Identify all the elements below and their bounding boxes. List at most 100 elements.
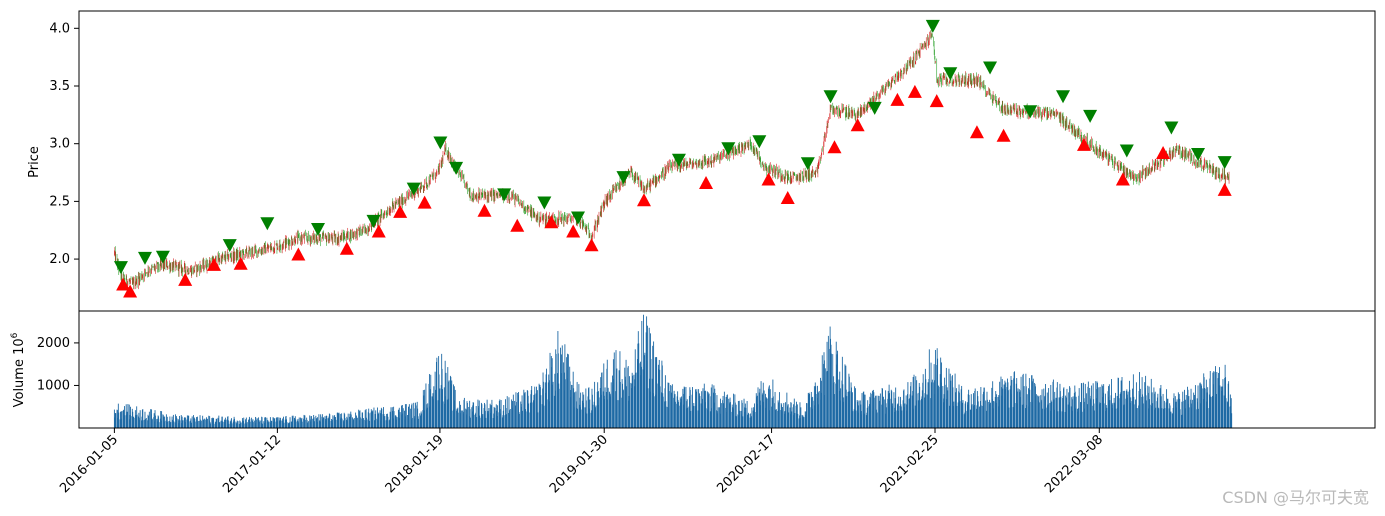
volume-bar: [218, 415, 220, 428]
sell-signal-marker: [222, 239, 237, 253]
volume-bar: [188, 421, 190, 428]
volume-bar: [503, 415, 505, 428]
volume-bar: [1161, 408, 1163, 428]
volume-bar: [1106, 407, 1108, 428]
volume-bar: [879, 393, 881, 428]
buy-signal-marker: [544, 215, 559, 229]
volume-bar: [265, 417, 267, 428]
sell-signal-marker: [925, 19, 940, 33]
volume-bar: [959, 401, 961, 428]
volume-bar: [687, 407, 689, 428]
volume-bar: [372, 410, 374, 428]
volume-bar: [500, 400, 502, 428]
volume-bar: [953, 401, 955, 428]
volume-bar: [580, 392, 582, 428]
sell-signal-marker: [311, 223, 326, 236]
volume-bar: [1075, 396, 1077, 428]
volume-bar: [1063, 387, 1065, 428]
volume-bar: [830, 353, 832, 428]
volume-bar: [139, 410, 141, 428]
volume-bar: [1230, 398, 1232, 428]
volume-y-tick-label: 2000: [37, 336, 70, 351]
volume-bar: [210, 423, 211, 428]
volume-bar: [194, 421, 196, 428]
volume-bar: [968, 394, 970, 428]
volume-bar: [413, 402, 415, 428]
volume-bar: [815, 393, 817, 428]
volume-bar: [543, 405, 545, 428]
volume-bar: [1213, 371, 1215, 428]
volume-bar: [736, 416, 738, 428]
x-tick-label: 2017-01-12: [220, 432, 284, 496]
volume-y-tick-label: 1000: [37, 378, 70, 393]
volume-bar: [1198, 408, 1199, 428]
volume-label-exponent-base: 10: [12, 338, 27, 355]
volume-bar: [219, 422, 221, 428]
volume-bar: [1118, 398, 1120, 428]
volume-bar: [133, 417, 135, 428]
volume-bar: [476, 417, 478, 428]
volume-bar: [928, 349, 930, 428]
volume-bar: [867, 406, 869, 428]
volume-bar: [641, 320, 643, 428]
volume-bar: [574, 392, 575, 428]
volume-bar: [200, 420, 202, 428]
volume-bar: [225, 419, 227, 428]
volume-bar: [665, 406, 667, 428]
volume-bar: [791, 411, 793, 428]
volume-bar: [653, 396, 655, 428]
volume-bar: [774, 391, 776, 428]
price-y-tick-label: 2.5: [49, 194, 70, 209]
volume-bar: [588, 387, 590, 428]
volume-bar: [311, 416, 312, 428]
price-y-tick-label: 3.0: [49, 137, 70, 152]
volume-bar: [314, 421, 315, 428]
sell-signal-marker: [867, 101, 882, 115]
volume-bar: [689, 389, 691, 428]
volume-bar: [821, 355, 823, 428]
volume-bar: [730, 402, 731, 428]
volume-bar: [445, 372, 447, 428]
volume-bar: [479, 415, 481, 428]
volume-bar: [1081, 383, 1083, 428]
volume-bar: [176, 418, 178, 428]
volume-bar: [482, 414, 484, 428]
volume-bar: [659, 386, 661, 428]
volume-bar: [876, 395, 878, 428]
volume-bar: [996, 394, 998, 428]
volume-bar: [1087, 381, 1089, 428]
volume-bar: [1090, 385, 1092, 428]
volume-bar: [1035, 394, 1037, 428]
volume-bar: [788, 412, 790, 428]
volume-bar: [173, 421, 175, 428]
buy-signal-marker: [969, 125, 984, 139]
volume-bar: [947, 390, 949, 428]
buy-signal-marker: [233, 256, 248, 270]
volume-bar: [1228, 381, 1230, 428]
volume-bar: [895, 387, 897, 428]
volume-bar: [864, 394, 866, 428]
volume-bar: [1228, 406, 1230, 428]
volume-bar: [387, 416, 389, 428]
volume-bar: [283, 422, 285, 428]
volume-bar: [705, 408, 707, 428]
volume-bar: [115, 413, 117, 428]
volume-bar: [889, 393, 890, 428]
volume-bar: [341, 418, 343, 428]
volume-bar: [760, 381, 762, 428]
volume-bar: [627, 366, 629, 428]
volume-bar: [803, 417, 805, 428]
volume-bar: [1210, 396, 1212, 428]
volume-bar: [164, 416, 166, 428]
volume-bar: [373, 407, 375, 428]
volume-bar: [1164, 408, 1166, 428]
volume-bar: [809, 407, 811, 428]
volume-bar: [123, 409, 125, 428]
volume-bar: [873, 397, 875, 428]
volume-bar: [1231, 413, 1233, 428]
sell-signal-marker: [943, 67, 958, 81]
volume-bar: [678, 401, 679, 428]
volume-bar: [1136, 408, 1138, 428]
volume-bar: [155, 415, 156, 428]
volume-bar: [576, 381, 578, 428]
